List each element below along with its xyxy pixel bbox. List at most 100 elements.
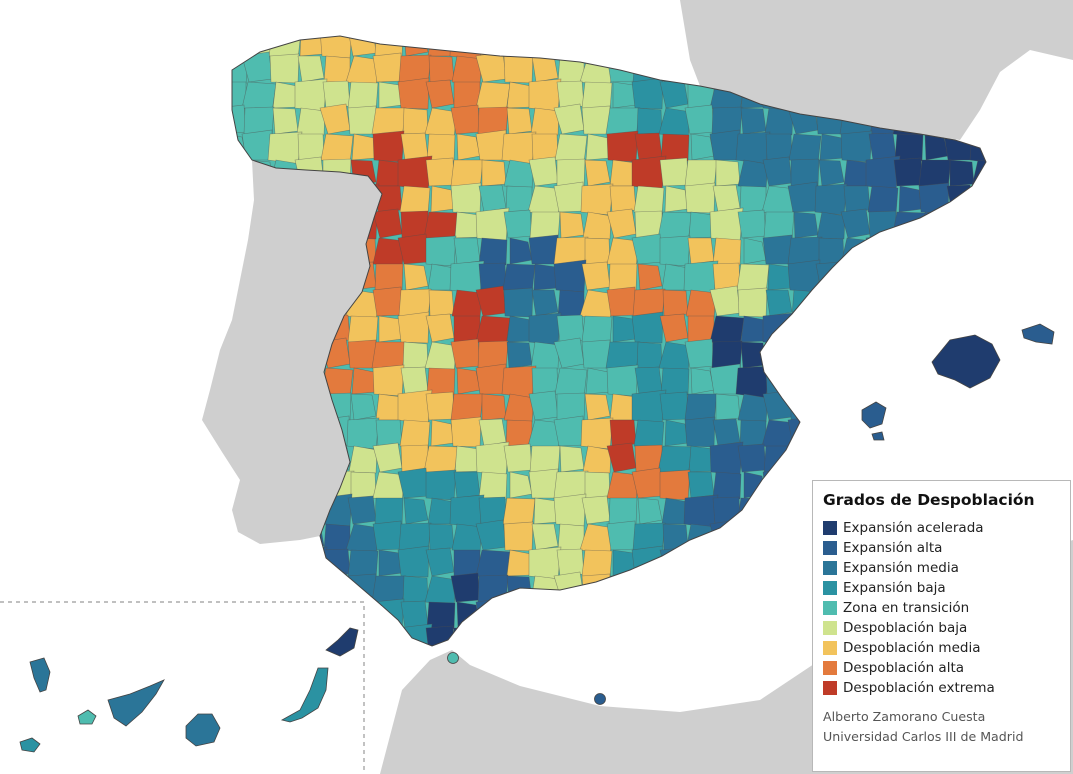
comarca-region xyxy=(819,133,845,161)
comarca-region xyxy=(397,77,430,110)
comarca-region xyxy=(737,209,767,239)
comarca-region xyxy=(659,469,691,501)
comarca-region xyxy=(687,471,715,499)
comarca-region xyxy=(581,105,611,135)
comarca-region xyxy=(297,133,325,161)
comarca-region xyxy=(631,77,664,110)
comarca-region xyxy=(581,339,611,369)
comarca-region xyxy=(712,237,742,266)
ceuta-marker xyxy=(447,652,459,664)
comarca-region xyxy=(350,393,377,421)
comarca-region xyxy=(715,159,741,187)
comarca-region xyxy=(584,159,611,187)
comarca-region xyxy=(403,263,429,291)
canary-inset-frame xyxy=(0,601,365,774)
comarca-region xyxy=(501,365,537,399)
legend-item: Expansión baja xyxy=(823,578,1060,598)
comarca-region xyxy=(528,546,562,580)
legend-item: Expansión media xyxy=(823,558,1060,578)
credit-author: Alberto Zamorano Cuesta xyxy=(823,709,986,724)
comarca-region xyxy=(787,181,819,213)
comarca-region xyxy=(531,367,559,395)
la-gomera-island xyxy=(77,709,97,725)
comarca-region xyxy=(267,131,303,165)
legend-swatch xyxy=(823,601,837,615)
comarca-region xyxy=(606,364,639,397)
comarca-region xyxy=(372,520,403,551)
comarca-region xyxy=(425,469,457,501)
comarca-region xyxy=(372,52,403,83)
credit-block: Alberto Zamorano Cuesta Universidad Carl… xyxy=(823,707,1060,747)
comarca-region xyxy=(475,363,507,395)
comarca-region xyxy=(580,183,614,216)
comarca-region xyxy=(506,341,533,369)
comarca-region xyxy=(503,443,533,473)
legend-item: Despoblación alta xyxy=(823,658,1060,678)
comarca-region xyxy=(633,419,665,449)
comarca-region xyxy=(793,211,819,239)
comarca-region xyxy=(503,287,534,318)
comarca-region xyxy=(501,131,537,165)
comarca-region xyxy=(428,523,455,551)
france-land xyxy=(680,0,1073,140)
legend-label: Despoblación alta xyxy=(843,660,965,676)
comarca-region xyxy=(400,600,429,629)
comarca-region xyxy=(425,235,457,267)
legend-swatch xyxy=(823,541,837,555)
legend-panel: Grados de Despoblación Expansión acelera… xyxy=(812,480,1071,772)
comarca-region xyxy=(481,393,507,421)
comarca-region xyxy=(348,445,378,474)
comarca-region xyxy=(609,185,637,213)
comarca-region xyxy=(740,315,767,343)
canary-islands xyxy=(19,627,359,753)
comarca-region xyxy=(740,107,767,135)
comarca-region xyxy=(453,315,481,343)
comarca-region xyxy=(581,315,613,345)
comarca-region xyxy=(503,521,534,552)
comarca-region xyxy=(481,159,507,187)
comarca-region xyxy=(402,107,429,135)
comarca-region xyxy=(450,338,481,369)
comarca-region xyxy=(606,130,639,163)
comarca-region xyxy=(709,129,741,161)
comarca-region xyxy=(634,366,663,395)
credit-institution: Universidad Carlos III de Madrid xyxy=(823,729,1024,744)
comarca-region xyxy=(559,445,585,473)
comarca-region xyxy=(375,419,403,447)
comarca-region xyxy=(582,445,612,474)
comarca-region xyxy=(399,185,431,215)
legend-item: Despoblación baja xyxy=(823,618,1060,638)
el-hierro-island xyxy=(19,737,41,753)
comarca-region xyxy=(297,55,325,83)
ibiza-island xyxy=(861,401,887,429)
comarca-region xyxy=(453,471,481,499)
comarca-region xyxy=(581,81,613,111)
comarca-region xyxy=(531,523,559,551)
comarca-region xyxy=(505,419,533,447)
comarca-region xyxy=(662,289,689,317)
comarca-region xyxy=(347,81,379,111)
legend-swatch xyxy=(823,561,837,575)
comarca-region xyxy=(764,107,794,136)
comarca-region xyxy=(684,104,715,135)
comarca-region xyxy=(580,417,614,450)
comarca-region xyxy=(347,549,379,579)
comarca-region xyxy=(351,133,377,161)
tenerife-island xyxy=(107,679,165,727)
comarca-region xyxy=(633,185,665,215)
comarca-region xyxy=(430,419,455,447)
melilla-marker xyxy=(594,693,606,705)
gran-canaria-island xyxy=(185,713,221,747)
la-palma-island xyxy=(29,657,51,693)
comarca-region xyxy=(453,237,481,265)
comarca-region xyxy=(503,53,534,84)
legend-item: Zona en transición xyxy=(823,598,1060,618)
comarca-region xyxy=(453,81,481,109)
comarca-region xyxy=(687,315,715,343)
comarca-region xyxy=(557,523,585,551)
lanzarote-island xyxy=(325,627,359,657)
comarca-region xyxy=(530,341,560,370)
comarca-region xyxy=(506,549,533,577)
comarca-region xyxy=(814,183,848,216)
comarca-region xyxy=(372,364,405,397)
